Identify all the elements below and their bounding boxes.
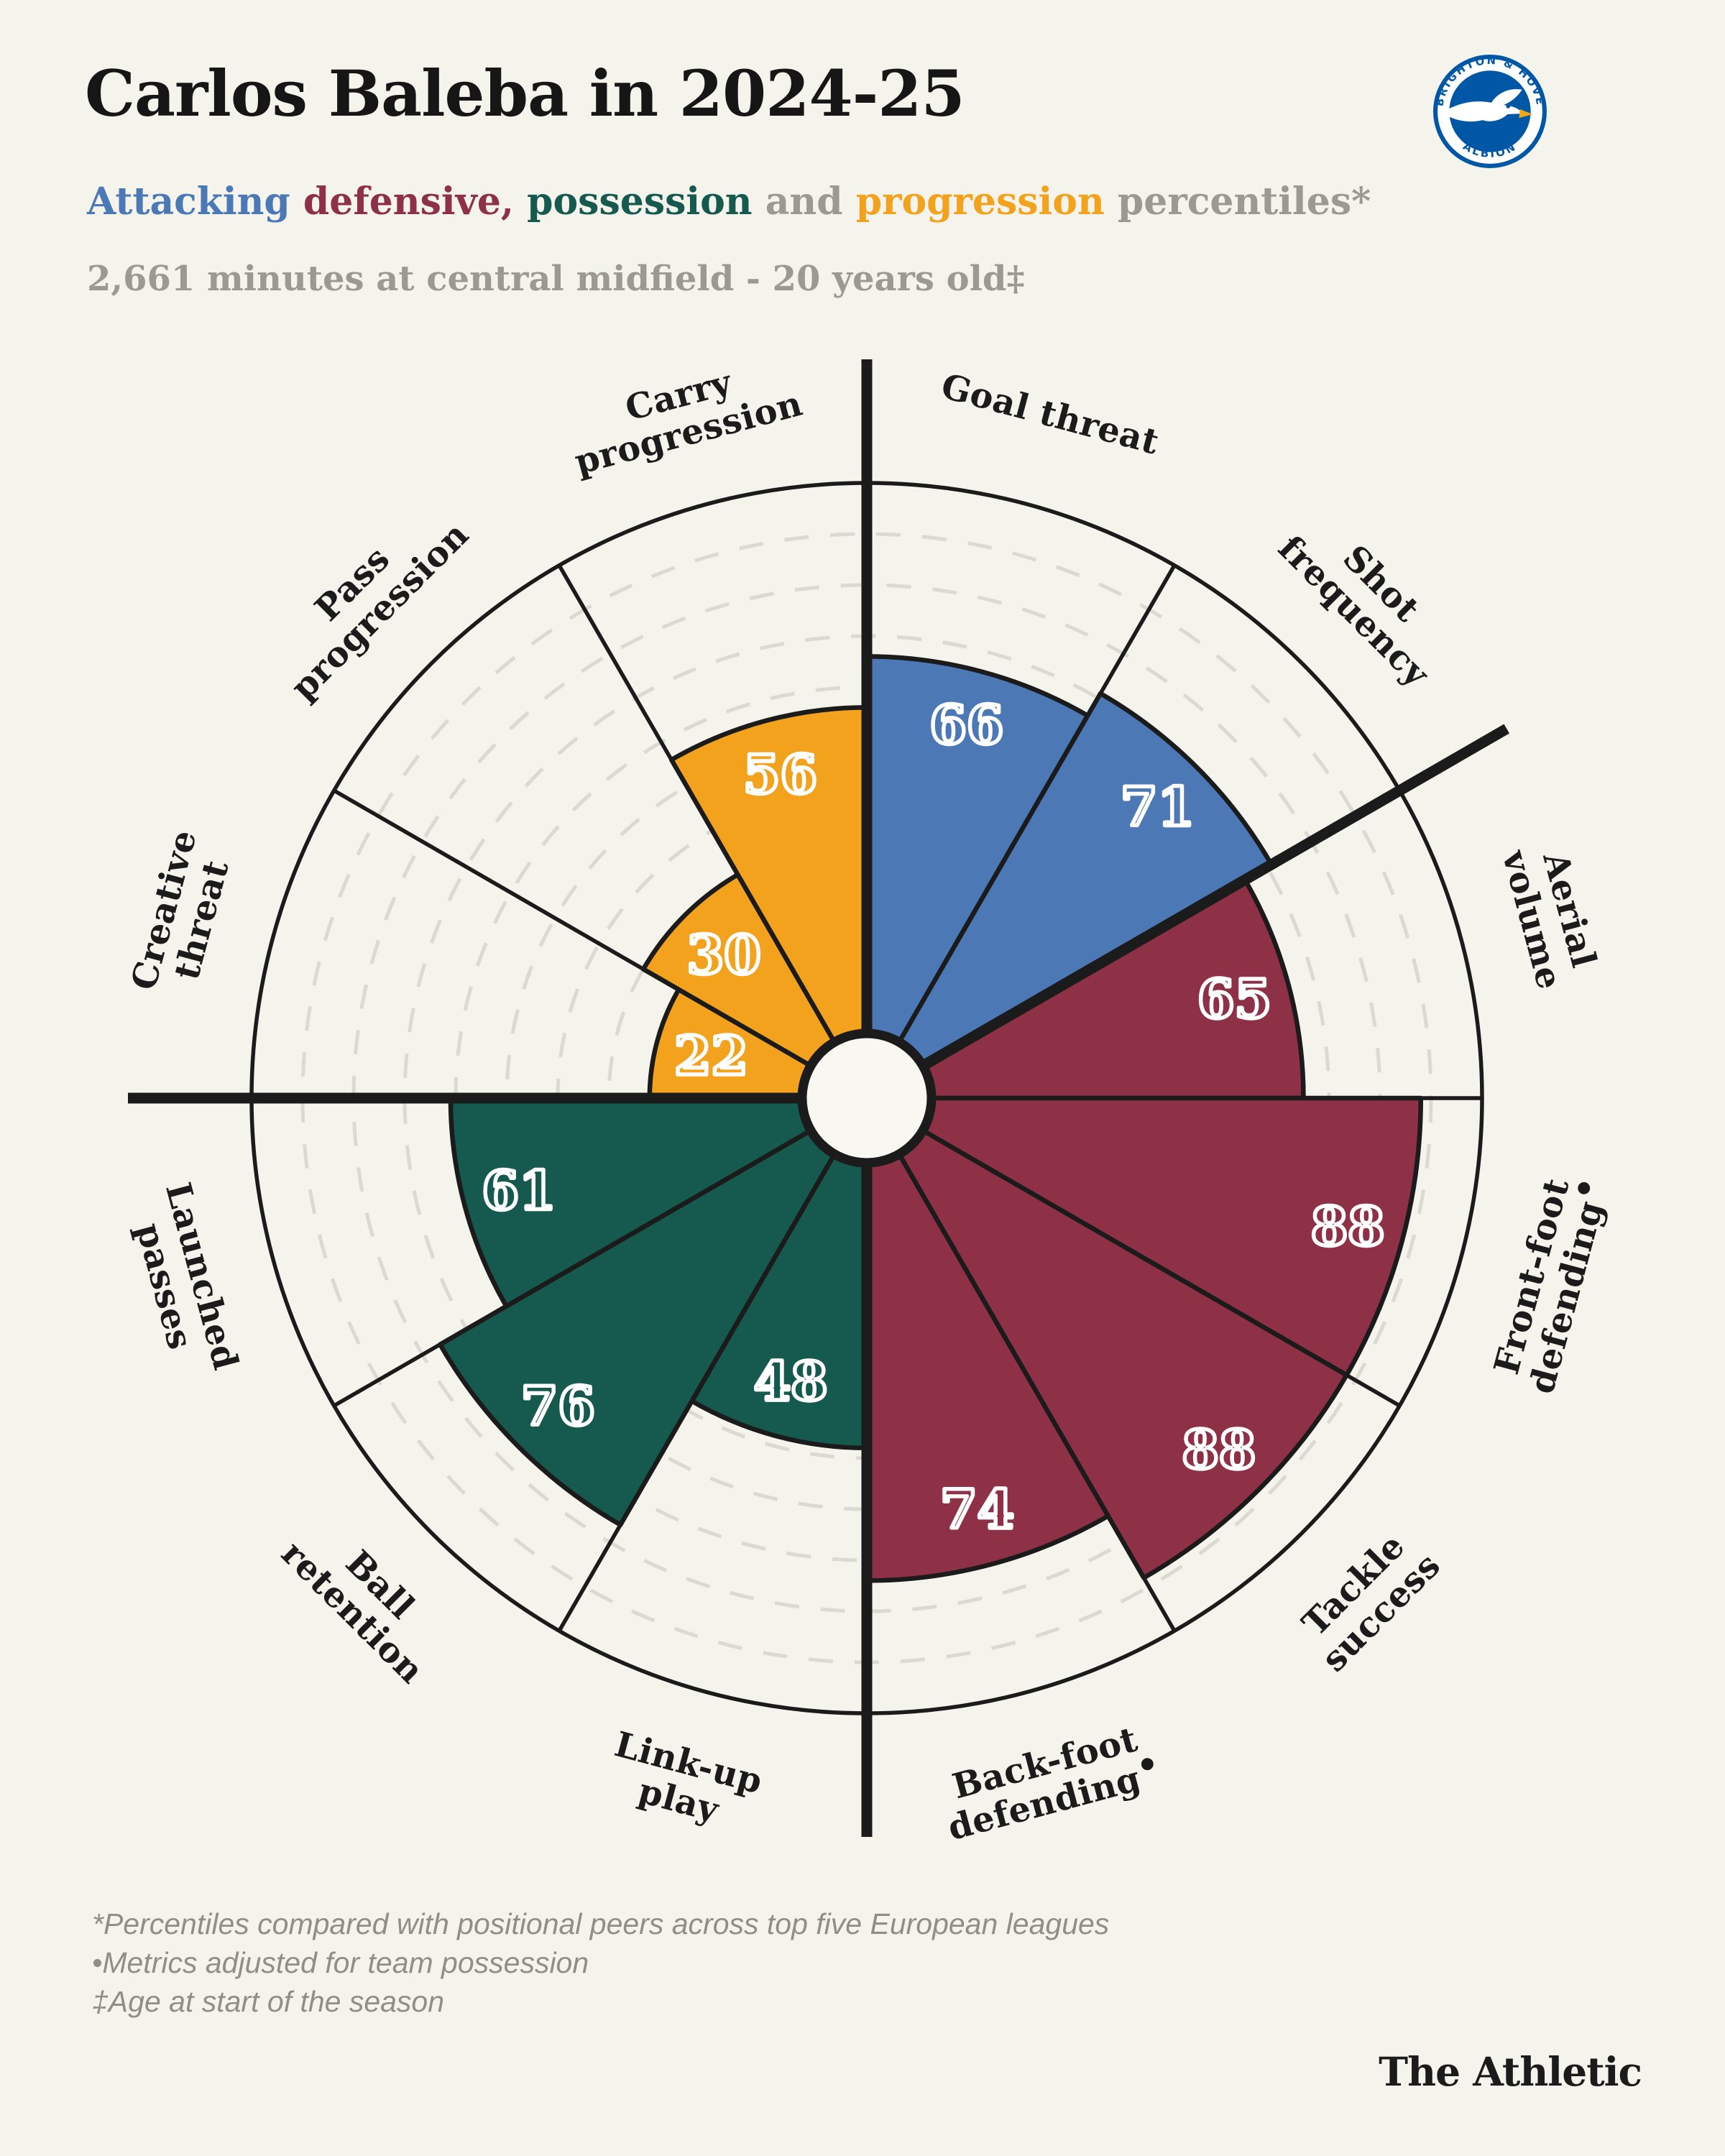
seagull-icon [1442, 88, 1533, 122]
slice-value: 61 [482, 1161, 556, 1222]
slice-value: 65 [1197, 969, 1271, 1031]
slice-value: 74 [940, 1479, 1014, 1541]
slice-value: 76 [521, 1376, 595, 1438]
slice-wedge [864, 691, 1274, 1101]
slice-wedge [689, 1095, 870, 1451]
slice-value: 48 [754, 1351, 828, 1413]
slice-wedge [864, 877, 1306, 1101]
slice-wedge [438, 1095, 870, 1527]
footnote-age: ‡Age at start of the season [92, 1985, 445, 2018]
slice-label: Front-footdefending• [1484, 1165, 1617, 1398]
seagull-eye [1506, 104, 1511, 109]
slice-divider [333, 788, 834, 1080]
player-meta: 2,661 minutes at central midfield - 20 y… [87, 259, 1025, 299]
slice-label: Link-upplay [600, 1724, 766, 1840]
subtitle-word: , [500, 180, 528, 224]
slice-label: Aerialvolume [1494, 836, 1608, 994]
slice-label: Passprogression [256, 487, 477, 709]
slice-label: Shotfrequency [1270, 500, 1465, 695]
footnotes: *Percentiles compared with positional pe… [92, 1904, 1109, 2021]
slice-wedge [668, 705, 870, 1101]
slice-value: 88 [1182, 1419, 1256, 1481]
slice-wedge [864, 1095, 1424, 1378]
slice-wedge [864, 654, 1090, 1101]
center-hub [797, 1028, 937, 1168]
slice-label: Tacklesuccess [1287, 1518, 1448, 1680]
subtitle-word: progression [855, 180, 1105, 224]
slice-value: 88 [1311, 1196, 1385, 1258]
slice-label: Creativethreat [124, 826, 242, 1005]
slice-label: Carryprogression [561, 346, 806, 482]
footnote-percentiles: *Percentiles compared with positional pe… [92, 1907, 1110, 1940]
slice-divider [885, 564, 1177, 1065]
slice-divider [557, 564, 849, 1065]
footnote-possession-adjusted: •Metrics adjusted for team possession [92, 1946, 589, 1979]
group-separator [864, 724, 1510, 1103]
slice-wedge [864, 1095, 1349, 1580]
chart-subtitle: Attacking defensive, possession and prog… [87, 180, 1371, 224]
subtitle-word: Attacking [87, 180, 303, 224]
subtitle-word: possession [527, 180, 753, 224]
page-title: Carlos Baleba in 2024-25 [85, 56, 965, 131]
slice-value: 66 [929, 695, 1003, 757]
the-athletic-logo: The Athletic [1379, 2048, 1642, 2095]
slice-value: 71 [1121, 776, 1195, 838]
slice-value: 22 [674, 1026, 748, 1087]
slice-value: 30 [687, 924, 761, 986]
slice-divider [333, 1116, 834, 1408]
slice-divider [900, 1116, 1401, 1408]
subtitle-word: and [752, 180, 856, 224]
slice-wedge [448, 1095, 870, 1309]
slice-label: Back-footdefending• [934, 1715, 1167, 1848]
subtitle-word: percentiles* [1104, 180, 1371, 224]
slice-label: Goal threat [937, 366, 1164, 463]
club-badge-icon: BRIGHTON & HOVE ALBION [1433, 55, 1547, 168]
slice-wedge [864, 1095, 1110, 1583]
slice-divider [557, 1131, 849, 1632]
seagull-beak [1519, 109, 1533, 119]
slice-label: Launchedpasses [120, 1179, 246, 1384]
slice-value: 56 [743, 744, 817, 806]
subtitle-word: defensive [303, 180, 501, 224]
slice-wedge [640, 872, 870, 1101]
slice-divider [885, 1131, 1177, 1632]
